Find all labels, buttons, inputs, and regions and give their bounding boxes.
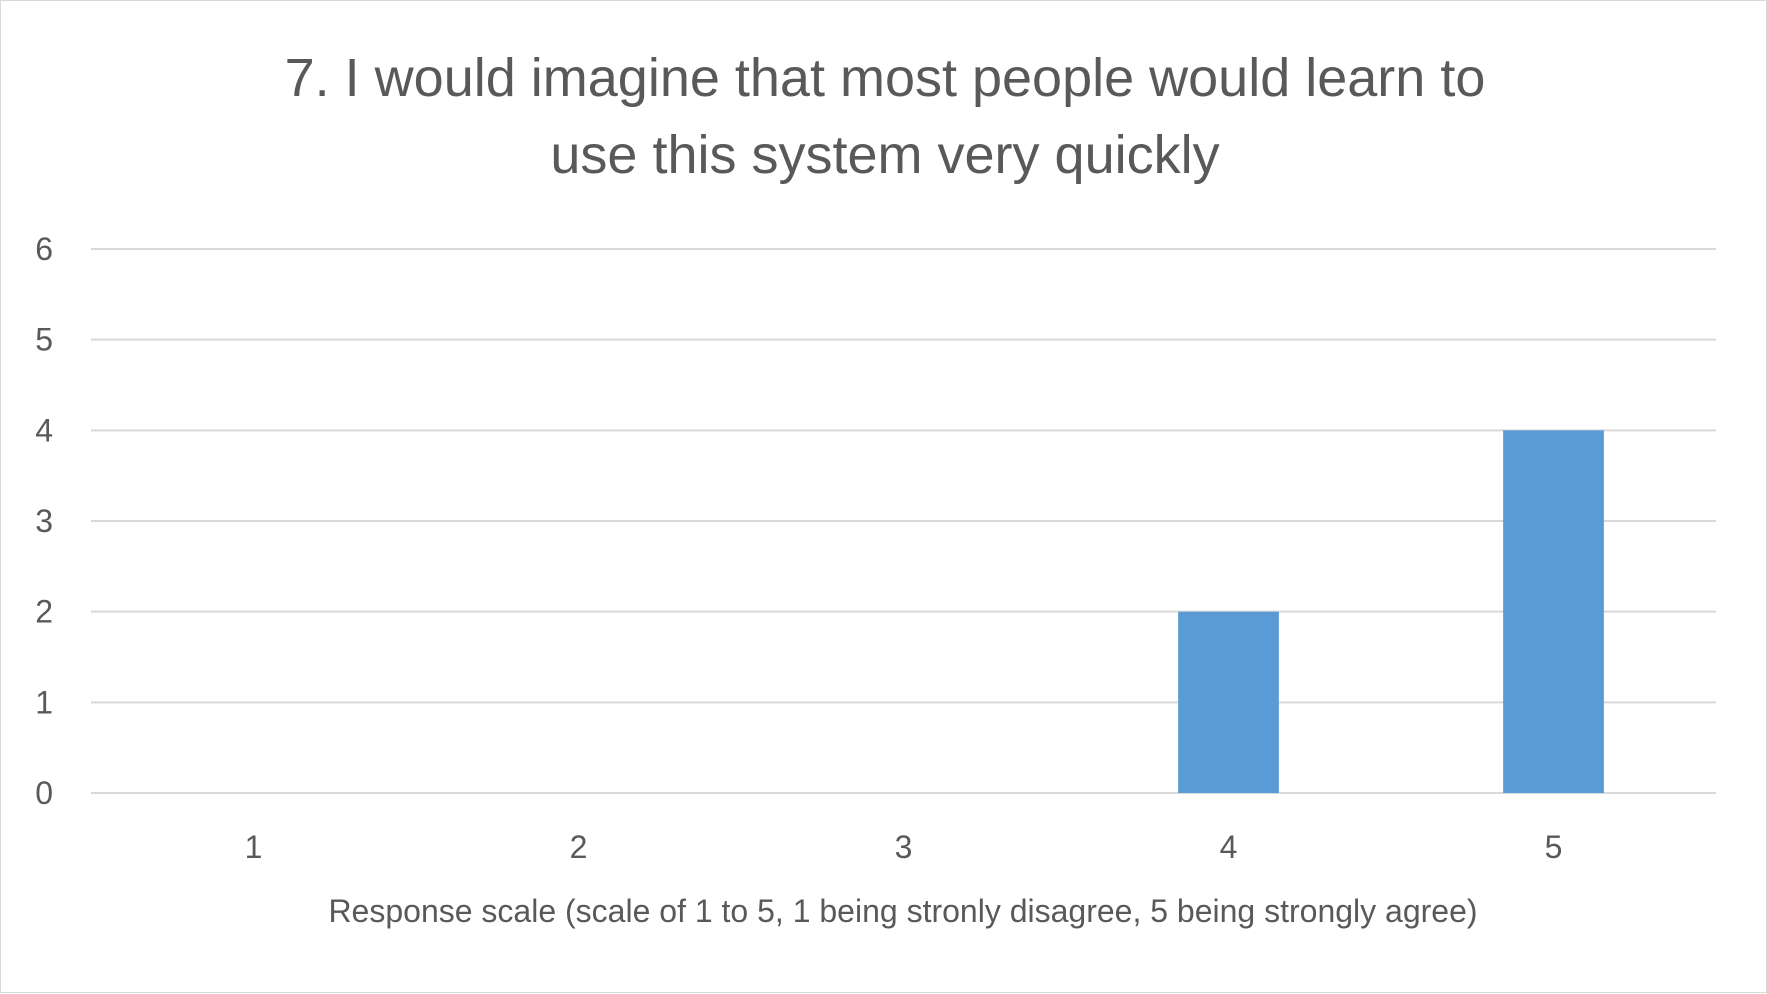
y-tick-label-4: 4	[35, 412, 53, 448]
x-tick-label-2: 2	[570, 829, 588, 865]
y-axis-ticks: 0 1 2 3 4 5 6	[35, 231, 53, 811]
x-axis-ticks: 1 2 3 4 5	[245, 829, 1563, 865]
x-tick-label-3: 3	[895, 829, 913, 865]
x-axis-label: Response scale (scale of 1 to 5, 1 being…	[328, 893, 1477, 929]
y-tick-label-2: 2	[35, 594, 53, 630]
y-tick-label-0: 0	[35, 775, 53, 811]
gridlines	[91, 248, 1716, 794]
x-tick-label-4: 4	[1220, 829, 1238, 865]
bar-5	[1503, 430, 1604, 793]
x-tick-label-5: 5	[1545, 829, 1563, 865]
bars	[1178, 430, 1604, 793]
y-tick-label-6: 6	[35, 231, 53, 267]
y-tick-label-1: 1	[35, 684, 53, 720]
chart-title-line-1: 7. I would imagine that most people woul…	[285, 48, 1486, 108]
x-tick-label-1: 1	[245, 829, 263, 865]
bar-4	[1178, 611, 1279, 793]
y-tick-label-5: 5	[35, 322, 53, 358]
chart-title-line-2: use this system very quickly	[550, 125, 1219, 185]
y-tick-label-3: 3	[35, 503, 53, 539]
